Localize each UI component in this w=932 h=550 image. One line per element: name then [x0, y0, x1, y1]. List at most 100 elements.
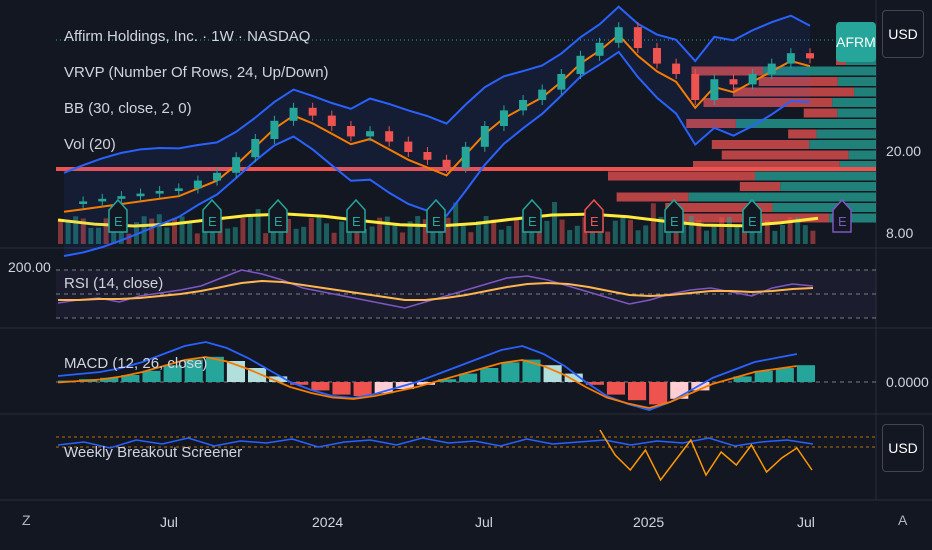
earnings-marker-label-6: E [590, 214, 599, 229]
vp-row-up-13 [688, 192, 876, 202]
vp-row-down-11 [607, 171, 756, 181]
volume-bar-26 [255, 209, 261, 244]
macd-hist-bar-35 [796, 365, 815, 382]
volume-bar-98 [802, 225, 808, 244]
rsi-label[interactable]: RSI (14, close) [64, 275, 163, 292]
bb-basis [63, 33, 811, 213]
zoom-button[interactable]: Z [22, 512, 31, 528]
earnings-marker-6 [584, 198, 604, 233]
candle-body-29 [614, 27, 623, 43]
volume-bar-93 [764, 220, 770, 244]
earnings-marker-label-1: E [208, 214, 217, 229]
volume-bar-86 [711, 225, 717, 244]
candle-body-30 [633, 27, 642, 48]
volume-bar-62 [529, 224, 535, 244]
macd-hist-bar-24 [564, 373, 583, 382]
volume-bar-18 [194, 233, 200, 244]
macd-hist-bar-15 [374, 382, 393, 394]
earnings-marker-label-2: E [274, 214, 283, 229]
volume-bar-30 [286, 218, 291, 244]
candle-body-39 [806, 53, 814, 59]
vp-row-up-9 [848, 150, 876, 160]
volume-bar-81 [673, 231, 679, 244]
candle-body-26 [557, 74, 566, 90]
volume-bar-4 [88, 227, 94, 244]
candle-body-21 [461, 146, 470, 168]
macd-hist-bar-14 [353, 382, 372, 396]
vp-row-down-7 [788, 129, 817, 139]
vp-row-up-8 [809, 140, 876, 149]
x-tick-2024: 2024 [312, 514, 343, 530]
volume-bar-15 [172, 218, 177, 244]
volume-bar-65 [552, 202, 557, 244]
indicator-bb-label[interactable]: BB (30, close, 2, 0) [64, 100, 192, 117]
auto-scale-button[interactable]: A [898, 512, 908, 528]
macd-hist-bar-3 [121, 375, 140, 382]
volume-bar-94 [772, 230, 778, 244]
macd-hist-bar-25 [585, 382, 604, 385]
candle-body-14 [327, 115, 336, 126]
vp-row-up-4 [832, 98, 876, 107]
vp-row-up-5 [837, 108, 876, 118]
indicator-vrvp-label[interactable]: VRVP (Number Of Rows, 24, Up/Down) [64, 64, 329, 81]
vp-row-down-12 [739, 182, 781, 191]
chart-title: Affirm Holdings, Inc. · 1W · NASDAQ [64, 28, 310, 45]
screener-series-orange [599, 429, 813, 482]
volume-bar-75 [628, 219, 633, 244]
vp-row-down-1 [691, 66, 764, 76]
volume-bar-36 [331, 232, 337, 244]
volume-bar-49 [430, 229, 436, 244]
volume-bar-31 [293, 228, 299, 244]
macd-axis-label: 0.0000 [886, 374, 929, 390]
macd-label[interactable]: MACD (12, 26, close) [64, 355, 207, 372]
volume-bar-55 [476, 221, 481, 244]
vp-row-down-2 [758, 77, 838, 86]
volume-bar-73 [612, 220, 618, 244]
screener-label[interactable]: Weekly Breakout Screener [64, 444, 242, 461]
candle-body-9 [232, 157, 241, 173]
volume-bar-46 [407, 221, 413, 244]
rsi-series-1 [58, 279, 814, 301]
vp-row-up-12 [780, 182, 876, 191]
volume-bar-89 [734, 224, 740, 244]
volume-bar-48 [422, 219, 428, 244]
vp-row-up-10 [839, 161, 876, 170]
volume-bar-6 [103, 218, 109, 244]
volume-bar-23 [232, 227, 238, 244]
volume-bar-13 [156, 214, 162, 244]
volume-bar-24 [240, 218, 246, 244]
vp-row-down-3 [732, 87, 855, 97]
earnings-marker-label-7: E [670, 214, 679, 229]
candle-body-34 [710, 79, 719, 100]
vp-row-up-3 [854, 87, 876, 97]
macd-hist-bar-4 [142, 370, 161, 382]
macd-hist-bar-34 [775, 368, 794, 382]
volume-bar-19 [202, 221, 208, 244]
volume-bar-43 [384, 216, 390, 244]
candle-body-10 [251, 139, 260, 158]
currency-button-bottom[interactable]: USD [882, 424, 924, 472]
macd-hist-bar-30 [691, 382, 710, 391]
indicator-vol-label[interactable]: Vol (20) [64, 136, 116, 153]
symbol-badge[interactable]: AFRM [836, 22, 876, 62]
volume-bar-12 [149, 218, 155, 244]
earnings-marker-label-9: E [838, 214, 847, 229]
volume-bar-85 [704, 230, 709, 244]
volume-bar-74 [620, 216, 626, 244]
volume-bar-54 [468, 232, 474, 244]
volume-bar-33 [308, 217, 314, 244]
currency-button-top[interactable]: USD [882, 10, 924, 58]
macd-pane [56, 341, 876, 411]
candle-body-27 [576, 55, 585, 74]
price-axis-lower: 8.00 [886, 225, 913, 241]
volume-bar-9 [126, 233, 132, 244]
volume-bar-99 [810, 230, 816, 244]
candle-body-20 [442, 159, 451, 168]
volume-bar-22 [225, 228, 231, 244]
volume-bar-27 [263, 233, 269, 244]
volume-bar-41 [369, 226, 375, 244]
volume-bar-56 [483, 216, 489, 244]
macd-hist-bar-5 [163, 365, 182, 382]
